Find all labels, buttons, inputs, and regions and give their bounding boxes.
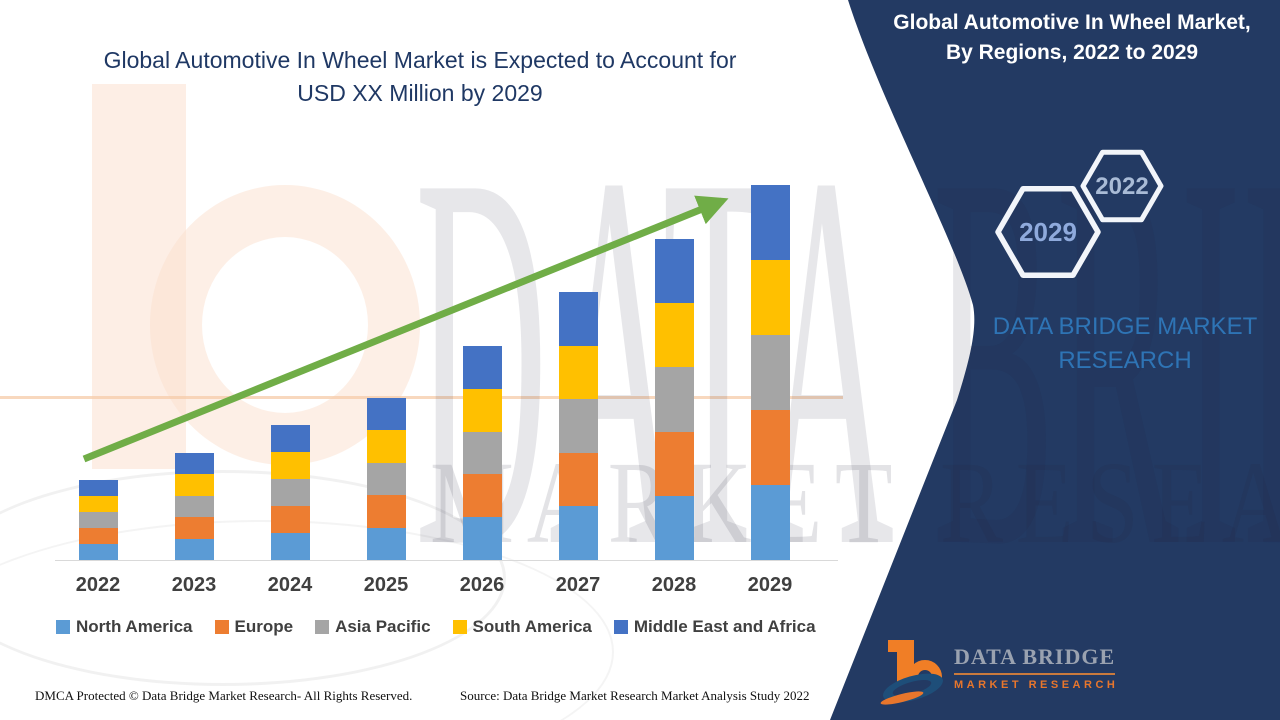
bar-segment-south-america [558,345,598,400]
bar-2025 [366,398,406,560]
legend-swatch [214,620,229,634]
bar-segment-asia-pacific [174,495,214,518]
bar-segment-europe [270,506,310,533]
bar-segment-europe [462,474,502,518]
x-axis-label-2022: 2022 [75,574,121,596]
legend-item-europe: Europe [214,617,294,637]
bar-segment-north-america [750,485,790,560]
dbmr-logo: DATA BRIDGE MARKET RESEARCH [879,636,1132,712]
hexagon-badges: 2029 2022 [995,149,1164,279]
logo-name: DATA BRIDGE [954,644,1116,675]
brand-line1: DATA BRIDGE MARKET [992,313,1258,340]
bar-segment-north-america [270,533,310,560]
side-panel-brand-text: DATA BRIDGE MARKET RESEARCH [955,310,1280,378]
bar-segment-middle-east-and-africa [174,453,214,475]
legend-item-south-america: South America [452,617,592,637]
x-axis-label-2026: 2026 [459,574,505,596]
bar-segment-north-america [366,527,406,560]
hexagon-2029 [995,185,1101,279]
x-axis-label-2028: 2028 [651,574,697,596]
bar-2026 [462,346,502,560]
bar-segment-south-america [654,303,694,368]
bar-segment-north-america [462,517,502,560]
bar-segment-south-america [462,388,502,432]
chart-legend: North America Europe Asia Pacific South Ame… [56,617,816,637]
legend-label: Asia Pacific [335,617,431,636]
legend-swatch [613,620,628,634]
bar-segment-asia-pacific [270,479,310,506]
x-axis-line [55,560,838,561]
x-axis-label-2029: 2029 [747,574,793,596]
bar-segment-south-america [750,260,790,335]
bar-segment-north-america [174,538,214,560]
bar-segment-middle-east-and-africa [750,185,790,260]
footer-dmca-text: DMCA Protected © Data Bridge Market Rese… [35,688,413,703]
bar-segment-asia-pacific [558,399,598,453]
bar-segment-south-america [78,496,118,512]
chart-title-line2: USD XX Million by 2029 [297,80,543,106]
bar-segment-south-america [270,452,310,479]
legend-swatch [452,620,467,634]
dbmr-logo-icon [879,638,947,709]
bar-segment-europe [750,410,790,485]
bar-segment-asia-pacific [462,431,502,475]
bar-segment-middle-east-and-africa [366,398,406,431]
chart-title-line1: Global Automotive In Wheel Market is Exp… [103,47,737,73]
bar-segment-middle-east-and-africa [270,425,310,452]
x-axis-label-2025: 2025 [363,574,409,596]
side-panel-title-line1: Global Automotive In Wheel Market, [893,11,1251,34]
side-panel-title: Global Automotive In Wheel Market, By Re… [872,8,1272,68]
hexagon-2022 [1080,149,1164,223]
logo-subtitle: MARKET RESEARCH [954,679,1119,691]
footer-source-text: Source: Data Bridge Market Research Mark… [460,688,810,703]
side-panel-shape [830,0,1280,720]
bar-segment-europe [366,495,406,528]
bar-segment-asia-pacific [366,462,406,496]
x-axis-label-2023: 2023 [171,574,217,596]
legend-swatch [315,620,330,634]
legend-item-north-america: North America [56,617,193,637]
legend-item-asia-pacific: Asia Pacific [315,617,431,637]
legend-item-middle-east-and-africa: Middle East and Africa [613,617,816,637]
bar-segment-asia-pacific [654,367,694,432]
bar-segment-middle-east-and-africa [462,346,502,389]
x-axis-label-2024: 2024 [267,574,313,596]
legend-swatch [56,620,70,634]
bar-segment-asia-pacific [78,512,118,528]
hexagon-2029-label: 2029 [1019,217,1077,247]
bar-2028 [654,239,694,560]
side-panel-title-line2: By Regions, 2022 to 2029 [945,41,1199,64]
bar-2029 [750,185,790,560]
bar-segment-north-america [78,544,118,560]
bar-segment-north-america [654,495,694,560]
chart-title: Global Automotive In Wheel Market is Exp… [0,44,840,110]
bar-2027 [558,292,598,560]
bar-segment-middle-east-and-africa [654,239,694,304]
legend-label: Middle East and Africa [633,617,816,636]
legend-label: South America [472,617,592,636]
bar-segment-europe [558,452,598,507]
bar-segment-europe [654,431,694,496]
bar-segment-north-america [558,506,598,560]
legend-label: Europe [234,617,294,636]
dbmr-logo-text: DATA BRIDGE MARKET RESEARCH [954,644,1118,691]
bar-segment-europe [78,528,118,544]
bar-segment-middle-east-and-africa [78,480,118,496]
bar-segment-middle-east-and-africa [558,292,598,346]
bar-segment-europe [174,517,214,539]
brand-line2: RESEARCH [1058,347,1192,374]
x-axis-label-2027: 2027 [555,574,601,596]
bar-2023 [174,453,214,560]
hexagon-2022-label: 2022 [1095,173,1148,200]
bar-segment-south-america [174,474,214,496]
bar-2024 [270,425,310,560]
bar-segment-south-america [366,430,406,463]
legend-label: North America [76,617,193,636]
bar-segment-asia-pacific [750,335,790,410]
bar-2022 [78,480,118,560]
